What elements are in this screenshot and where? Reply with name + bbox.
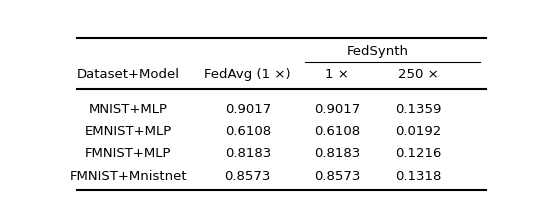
Text: 0.9017: 0.9017: [224, 103, 271, 116]
Text: 0.1318: 0.1318: [395, 170, 442, 183]
Text: 0.8573: 0.8573: [314, 170, 360, 183]
Text: FedSynth: FedSynth: [347, 45, 409, 58]
Text: 0.6108: 0.6108: [314, 125, 360, 138]
Text: FMNIST+MLP: FMNIST+MLP: [85, 147, 172, 161]
Text: 0.8183: 0.8183: [314, 147, 360, 161]
Text: FedAvg (1 ×): FedAvg (1 ×): [205, 68, 291, 81]
Text: 0.1359: 0.1359: [395, 103, 442, 116]
Text: Dataset+Model: Dataset+Model: [77, 68, 180, 81]
Text: 0.6108: 0.6108: [225, 125, 271, 138]
Text: 0.9017: 0.9017: [314, 103, 360, 116]
Text: FMNIST+Mnistnet: FMNIST+Mnistnet: [70, 170, 187, 183]
Text: 1 ×: 1 ×: [326, 68, 349, 81]
Text: 0.1216: 0.1216: [395, 147, 442, 161]
Text: 250 ×: 250 ×: [398, 68, 439, 81]
Text: EMNIST+MLP: EMNIST+MLP: [85, 125, 172, 138]
Text: 0.0192: 0.0192: [395, 125, 442, 138]
Text: 0.8573: 0.8573: [224, 170, 271, 183]
Text: MNIST+MLP: MNIST+MLP: [89, 103, 168, 116]
Text: 0.8183: 0.8183: [224, 147, 271, 161]
